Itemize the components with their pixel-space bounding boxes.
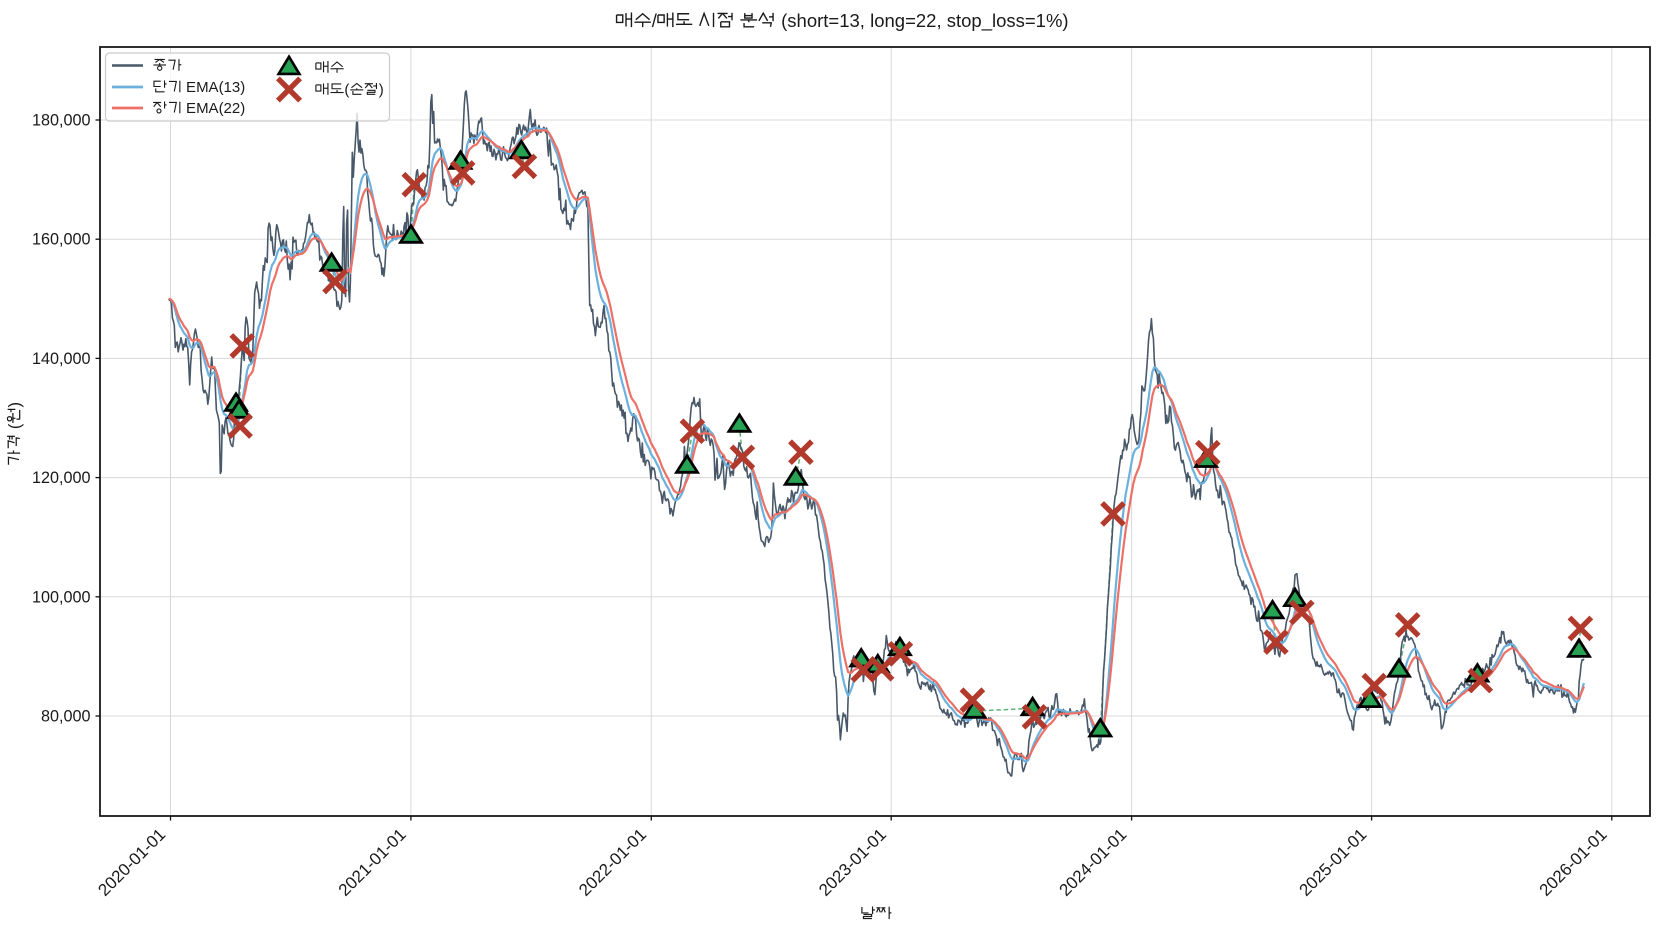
svg-text:(: ( [6, 423, 24, 434]
svg-text:100,000: 100,000 [32, 588, 91, 606]
svg-text:): ) [6, 402, 24, 408]
svg-text:80,000: 80,000 [41, 708, 91, 726]
svg-text:): ) [379, 82, 384, 99]
svg-text:120,000: 120,000 [32, 469, 91, 487]
svg-text:140,000: 140,000 [32, 350, 91, 368]
svg-text:EMA(13): EMA(13) [182, 79, 245, 96]
svg-text:/: / [652, 10, 658, 31]
svg-text:180,000: 180,000 [32, 112, 91, 130]
svg-text:(: ( [344, 82, 349, 99]
svg-text:(short=13, long=22, stop_loss=: (short=13, long=22, stop_loss=1%) [776, 10, 1069, 32]
svg-text:EMA(22): EMA(22) [182, 100, 245, 117]
svg-text:160,000: 160,000 [32, 231, 91, 249]
